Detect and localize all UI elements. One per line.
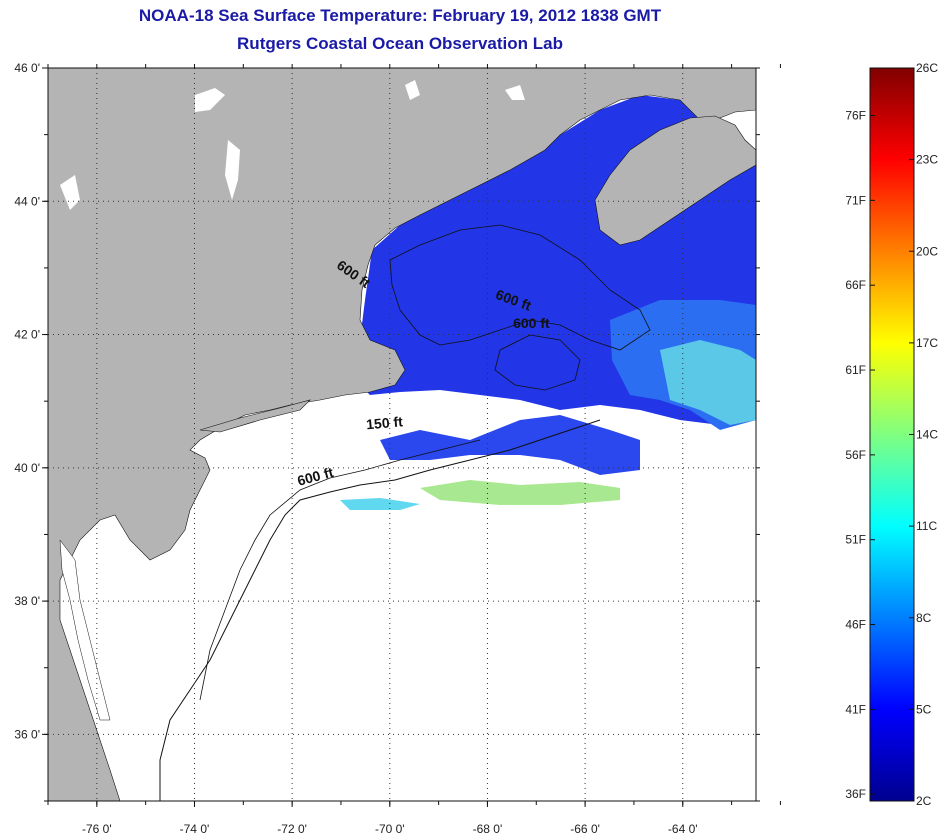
lake	[195, 88, 225, 112]
lat-tick-label: 46 0'	[14, 61, 40, 75]
colorbar-fahrenheit-label: 61F	[845, 363, 866, 377]
map-frame	[47, 67, 757, 802]
contour-600ft-gulf-of-maine	[389, 224, 651, 351]
lon-tick-label: -64 0'	[668, 822, 698, 836]
lat-tick-label: 42 0'	[14, 328, 40, 342]
colorbar-fahrenheit-label: 76F	[845, 109, 866, 123]
colorbar-celsius-label: 26C	[916, 61, 938, 75]
contour-150ft-nearshore	[199, 439, 481, 701]
colorbar-celsius-label: 23C	[916, 153, 938, 167]
lon-tick-label: -76 0'	[82, 822, 112, 836]
colorbar-celsius-label: 8C	[916, 611, 932, 625]
colorbar-celsius-label: 11C	[916, 519, 937, 533]
colorbar-fahrenheit-label: 41F	[845, 702, 866, 716]
colorbar-fahrenheit-label: 46F	[845, 618, 866, 632]
colorbar-fahrenheit-label: 56F	[845, 448, 866, 462]
colorbar-fahrenheit-label: 51F	[845, 533, 866, 547]
colorbar-labels: 26C 23C 20C 17C 14C 11C 8C 5C 2C 76F 71F 66F 61F 56F 5…	[845, 61, 938, 808]
sst-field-south-patches	[380, 415, 640, 475]
contour-georges-bank	[494, 334, 581, 391]
map-subtitle: Rutgers Coastal Ocean Observation Lab	[237, 34, 563, 53]
colorbar	[869, 67, 915, 802]
colorbar-fahrenheit-label: 66F	[845, 278, 866, 292]
land-long-island	[199, 399, 312, 433]
lake	[505, 85, 525, 100]
lon-tick-label: -70 0'	[375, 822, 405, 836]
colorbar-celsius-label: 2C	[916, 794, 932, 808]
axis-ticks: 46 0' 44 0' 42 0' 40 0' 38 0' 36 0' -76 0' -74 …	[14, 61, 781, 836]
sst-field-shelf-slope	[660, 340, 756, 425]
lon-tick-label: -72 0'	[277, 822, 307, 836]
lon-tick-label: -66 0'	[570, 822, 600, 836]
colorbar-celsius-label: 20C	[916, 244, 938, 258]
graticule	[48, 68, 756, 801]
colorbar-celsius-label: 17C	[916, 336, 938, 350]
land-nova-scotia	[594, 115, 756, 246]
chesapeake-bay	[59, 539, 111, 721]
lat-tick-label: 40 0'	[14, 461, 40, 475]
lake	[225, 140, 240, 200]
lat-tick-label: 36 0'	[14, 727, 40, 741]
lake	[405, 80, 420, 100]
contour-label: 150 ft	[366, 413, 404, 432]
colorbar-celsius-label: 14C	[916, 428, 938, 442]
sst-field-cyan-streak	[340, 498, 420, 510]
colorbar-celsius-label: 5C	[916, 702, 932, 716]
lon-tick-label: -74 0'	[180, 822, 210, 836]
map-title: NOAA-18 Sea Surface Temperature: Februar…	[138, 6, 662, 25]
colorbar-fahrenheit-label: 36F	[845, 787, 866, 801]
lat-tick-label: 38 0'	[14, 594, 40, 608]
contour-label: 600 ft	[513, 315, 550, 331]
sst-field-yellow-streak	[420, 480, 620, 505]
contour-600ft-shelf-break	[159, 419, 601, 801]
lake	[60, 175, 80, 210]
lon-tick-label: -68 0'	[473, 822, 503, 836]
lat-tick-label: 44 0'	[14, 194, 40, 208]
colorbar-fahrenheit-label: 71F	[845, 193, 866, 207]
